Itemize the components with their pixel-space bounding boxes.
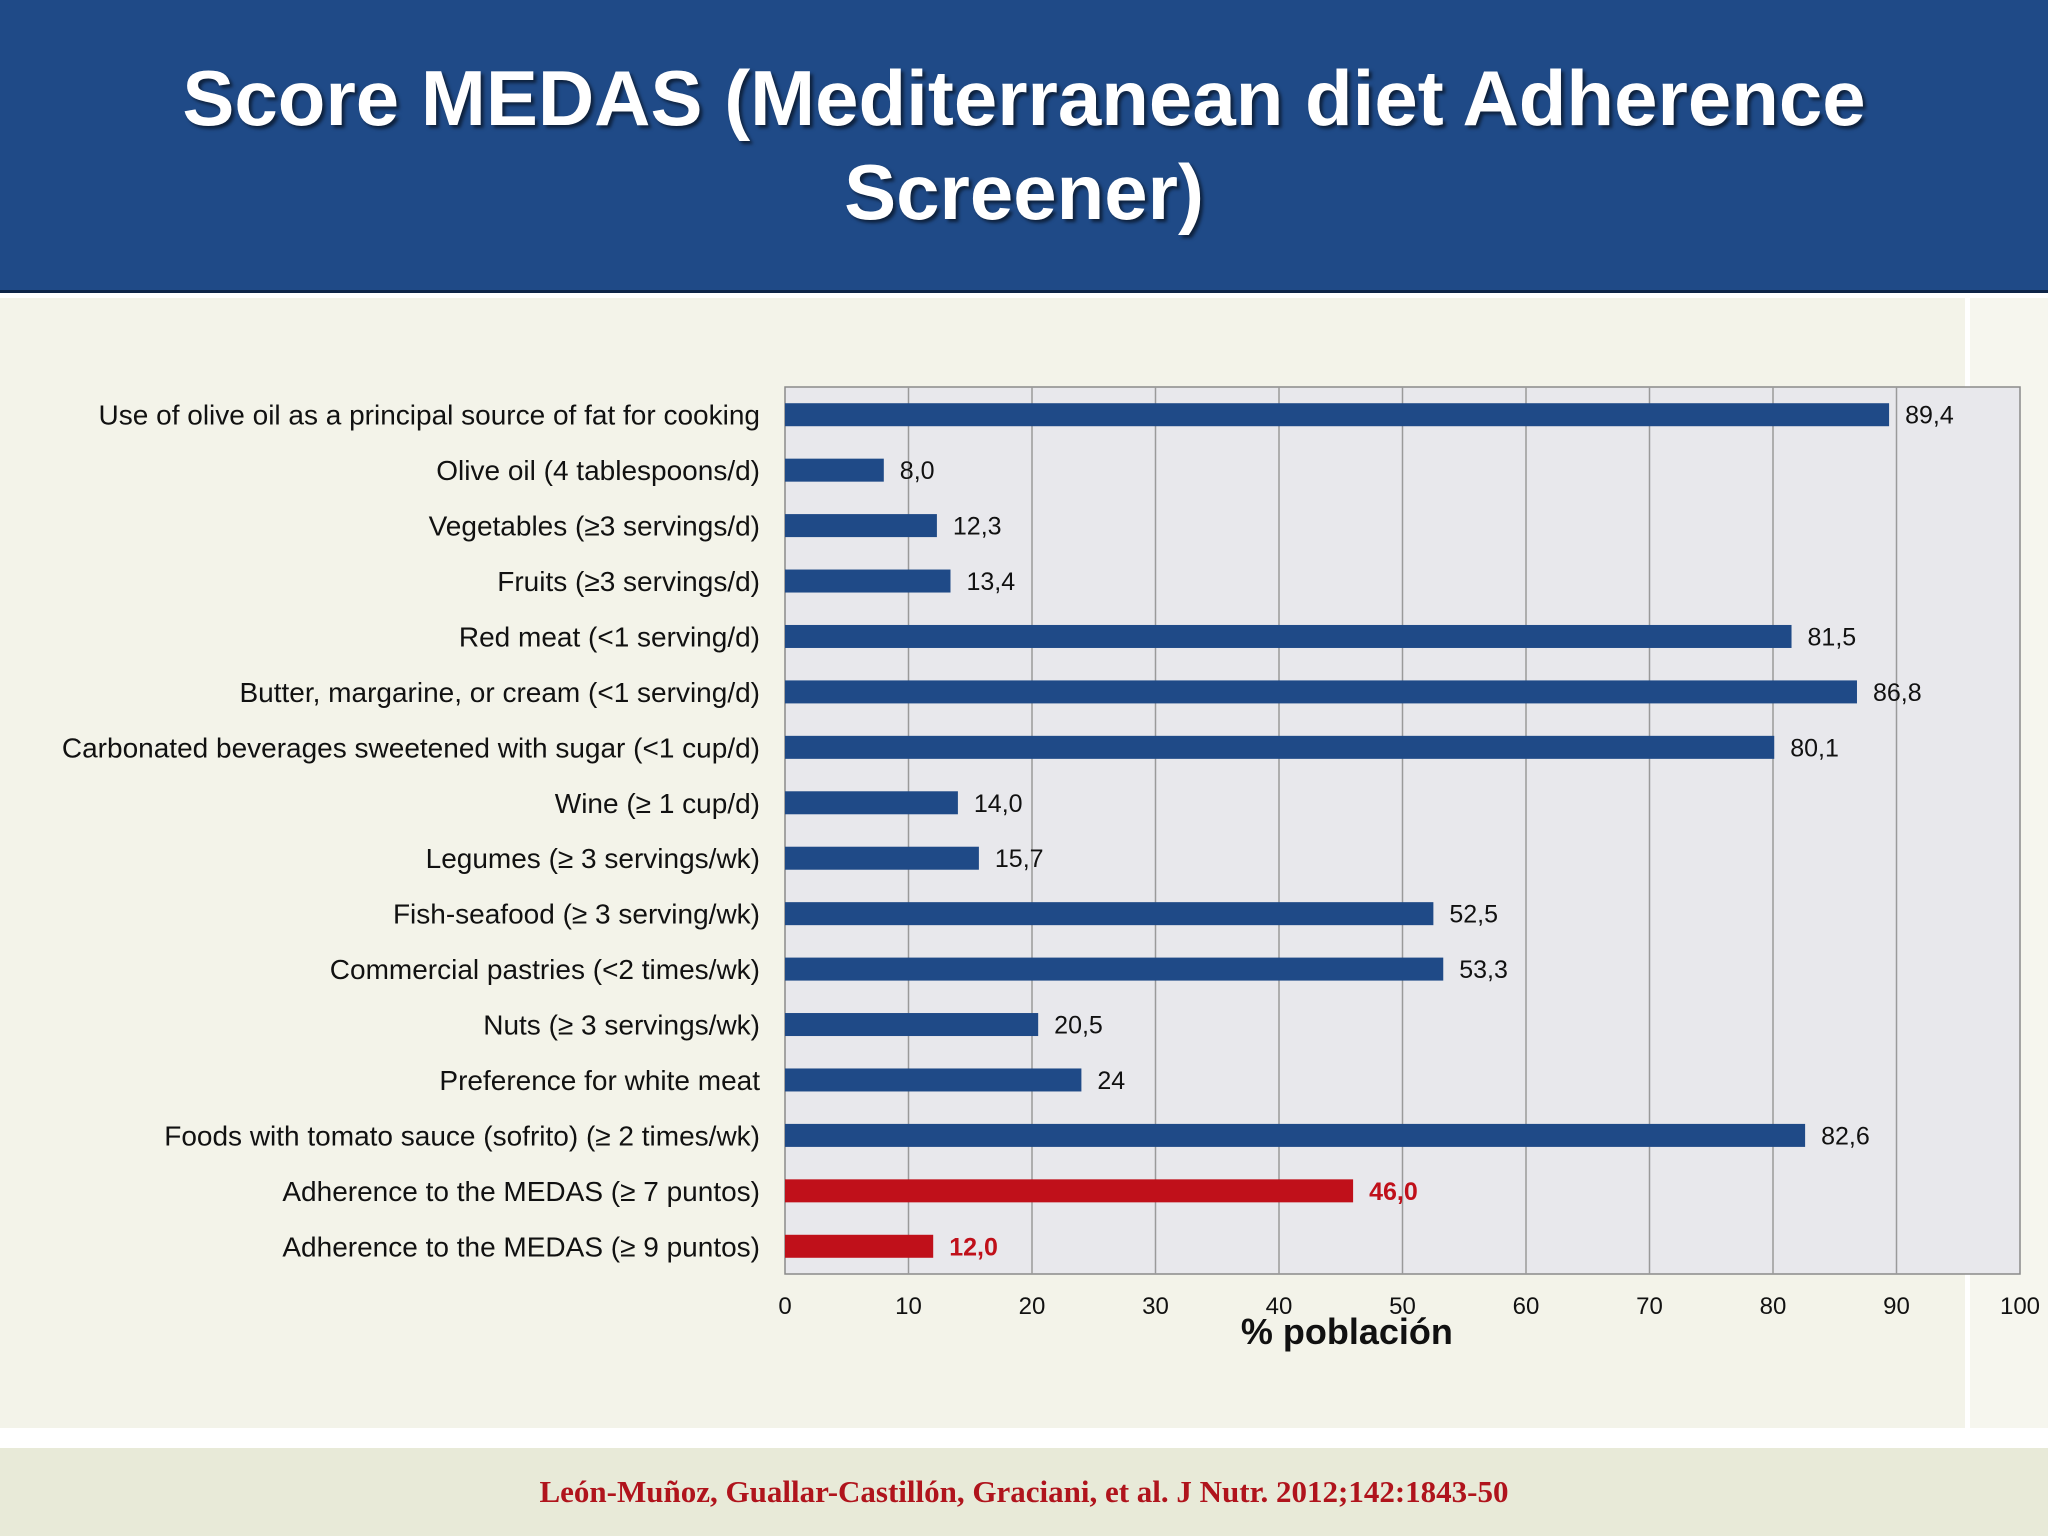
x-tick-label: 0 — [778, 1293, 791, 1320]
bar-chart: 0 10 20 30 40 50 60 70 80 90 100 Use of olive oil a… — [62, 386, 2040, 1352]
data-label: 20,5 — [1054, 1012, 1103, 1040]
bar — [785, 624, 1792, 648]
bar — [785, 902, 1434, 926]
bar — [785, 569, 951, 593]
bar — [785, 514, 937, 538]
data-label: 89,4 — [1905, 402, 1954, 430]
category-label: Commercial pastries (<2 times/wk) — [330, 954, 760, 985]
data-label: 14,0 — [974, 790, 1023, 818]
bar — [785, 458, 884, 482]
data-label: 24 — [1097, 1067, 1125, 1095]
x-tick-label: 70 — [1636, 1293, 1663, 1320]
category-label: Olive oil (4 tablespoons/d) — [436, 455, 760, 486]
citation: León-Muñoz, Guallar-Castillón, Graciani,… — [539, 1474, 1509, 1509]
x-tick-label: 90 — [1883, 1293, 1910, 1320]
category-label: Fish-seafood (≥ 3 serving/wk) — [393, 899, 760, 930]
bar — [785, 403, 1890, 427]
x-tick-label: 50 — [1389, 1293, 1416, 1320]
bar — [785, 735, 1775, 759]
bar — [785, 1234, 934, 1258]
x-tick-label: 100 — [2000, 1293, 2040, 1320]
x-tick-label: 60 — [1513, 1293, 1540, 1320]
data-label: 53,3 — [1459, 956, 1508, 984]
category-label: Wine (≥ 1 cup/d) — [555, 788, 760, 819]
category-label: Nuts (≥ 3 servings/wk) — [483, 1010, 760, 1041]
category-label: Adherence to the MEDAS (≥ 7 puntos) — [282, 1176, 760, 1207]
category-label: Fruits (≥3 servings/d) — [497, 566, 760, 597]
category-label: Foods with tomato sauce (sofrito) (≥ 2 t… — [164, 1120, 760, 1151]
x-tick-label: 20 — [1019, 1293, 1046, 1320]
bar — [785, 1179, 1354, 1203]
slide-title: Score MEDAS (Mediterranean diet Adherenc… — [182, 54, 1866, 236]
bar — [785, 680, 1857, 704]
slide-header: Score MEDAS (Mediterranean diet Adherenc… — [0, 0, 2048, 290]
data-label: 80,1 — [1790, 734, 1839, 762]
data-label: 86,8 — [1873, 679, 1922, 707]
data-label: 81,5 — [1808, 623, 1857, 651]
x-tick-label: 40 — [1266, 1293, 1293, 1320]
category-label: Use of olive oil as a principal source o… — [99, 400, 760, 431]
bar — [785, 846, 979, 870]
x-tick-label: 10 — [895, 1293, 922, 1320]
x-axis-title: % población — [1241, 1311, 1453, 1352]
bar — [785, 791, 958, 815]
category-label: Legumes (≥ 3 servings/wk) — [426, 843, 760, 874]
slide-footer: León-Muñoz, Guallar-Castillón, Graciani,… — [0, 1448, 2048, 1536]
bar — [785, 957, 1444, 981]
data-label: 15,7 — [995, 845, 1044, 873]
x-tick-label: 80 — [1760, 1293, 1787, 1320]
bar — [785, 1068, 1082, 1092]
data-label: 13,4 — [966, 568, 1015, 596]
bar — [785, 1123, 1806, 1147]
category-label: Adherence to the MEDAS (≥ 9 puntos) — [282, 1231, 760, 1262]
data-label: 8,0 — [900, 457, 935, 485]
category-label: Red meat (<1 serving/d) — [459, 621, 760, 652]
data-label: 82,6 — [1821, 1122, 1870, 1150]
data-label: 52,5 — [1449, 901, 1498, 929]
x-tick-label: 30 — [1142, 1293, 1169, 1320]
data-label: 12,3 — [953, 513, 1002, 541]
category-label: Butter, margarine, or cream (<1 serving/… — [239, 677, 760, 708]
data-label: 12,0 — [949, 1233, 998, 1261]
category-label: Preference for white meat — [439, 1065, 760, 1096]
category-label: Vegetables (≥3 servings/d) — [429, 511, 760, 542]
data-label: 46,0 — [1369, 1178, 1418, 1206]
category-label: Carbonated beverages sweetened with suga… — [62, 732, 760, 763]
bar — [785, 1013, 1039, 1037]
